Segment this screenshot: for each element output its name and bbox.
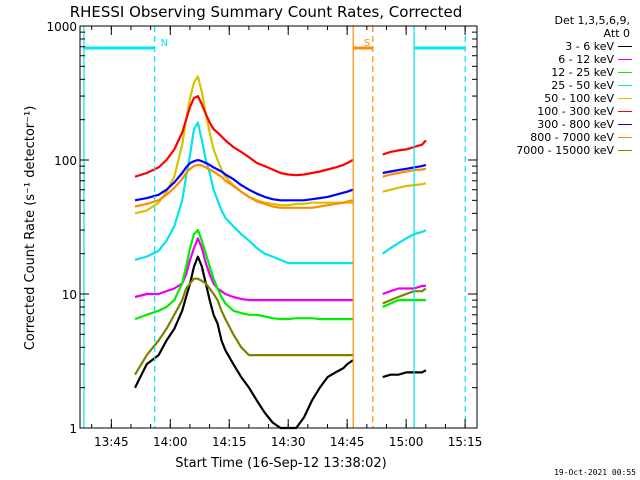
legend-swatch	[618, 46, 632, 47]
legend: Det 1,3,5,6,9, Att 0 3 - 6 keV 6 - 12 keV…	[480, 14, 638, 157]
x-tick-label: 14:00	[153, 435, 188, 449]
legend-entry: 7000 - 15000 keV	[480, 144, 638, 157]
legend-entry: 6 - 12 keV	[480, 53, 638, 66]
x-tick-label: 14:15	[212, 435, 247, 449]
series-lines	[134, 75, 427, 430]
legend-swatch	[618, 98, 632, 99]
generated-timestamp: 19-Oct-2021 00:55	[554, 468, 636, 477]
chart-title-group: RHESSI Observing Summary Count Rates, Co…	[70, 3, 463, 21]
series-line	[134, 277, 427, 376]
legend-swatch	[618, 72, 632, 73]
y-tick-label: 1	[69, 422, 77, 436]
legend-entry-label: 25 - 50 keV	[551, 79, 614, 92]
attenuator-label: Att 0	[603, 27, 630, 40]
x-axis-label: Start Time (16-Sep-12 13:38:02)	[175, 456, 386, 471]
x-tick-label: 15:15	[448, 435, 483, 449]
flag-label: N	[161, 38, 168, 49]
flag-vertical-lines	[83, 26, 466, 428]
flag-label: S	[364, 38, 370, 49]
legend-entry: 300 - 800 keV	[480, 118, 638, 131]
x-tick-label: 13:45	[94, 435, 129, 449]
legend-entry-label: 12 - 25 keV	[551, 66, 614, 79]
series-line	[134, 255, 427, 430]
legend-entry: 12 - 25 keV	[480, 66, 638, 79]
series-line	[134, 95, 427, 178]
legend-swatch	[618, 85, 632, 86]
chart-title: RHESSI Observing Summary Count Rates, Co…	[70, 3, 463, 21]
series-line	[134, 75, 427, 215]
x-tick-label: 14:45	[330, 435, 365, 449]
series-line	[134, 163, 427, 209]
legend-entry-label: 100 - 300 keV	[537, 105, 614, 118]
x-tick-label: 15:00	[389, 435, 424, 449]
x-tick-label: 14:30	[271, 435, 306, 449]
legend-swatch	[618, 111, 632, 112]
plot-frame	[79, 25, 478, 429]
y-tick-label: 100	[54, 154, 77, 168]
legend-entry: 50 - 100 keV	[480, 92, 638, 105]
legend-entry-label: 50 - 100 keV	[544, 92, 614, 105]
legend-entry: 3 - 6 keV	[480, 40, 638, 53]
legend-entry-label: 300 - 800 keV	[537, 118, 614, 131]
legend-swatch	[618, 137, 632, 138]
legend-entries: 3 - 6 keV 6 - 12 keV 12 - 25 keV 25 - 50 ke…	[480, 40, 638, 157]
legend-entry-label: 800 - 7000 keV	[530, 131, 614, 144]
legend-swatch	[618, 150, 632, 151]
series-line	[134, 121, 427, 265]
detectors-label: Det 1,3,5,6,9,	[554, 14, 630, 27]
legend-entry: 100 - 300 keV	[480, 105, 638, 118]
legend-entry-label: 6 - 12 keV	[558, 53, 614, 66]
y-axis-label: Corrected Count Rate (s⁻¹ detector⁻¹)	[23, 106, 38, 351]
y-tick-label: 1000	[46, 20, 77, 34]
legend-entry: 25 - 50 keV	[480, 79, 638, 92]
axes: 1 10 100 1000 13:45 14:00 14:15 14:30 14:45 15:00…	[46, 20, 482, 449]
legend-entry: 800 - 7000 keV	[480, 131, 638, 144]
series-line	[134, 229, 426, 321]
y-tick-label: 10	[62, 288, 77, 302]
legend-entry-label: 3 - 6 keV	[565, 40, 614, 53]
series-line	[134, 158, 427, 202]
legend-swatch	[618, 124, 632, 125]
legend-entry-label: 7000 - 15000 keV	[516, 144, 614, 157]
legend-swatch	[618, 59, 632, 60]
